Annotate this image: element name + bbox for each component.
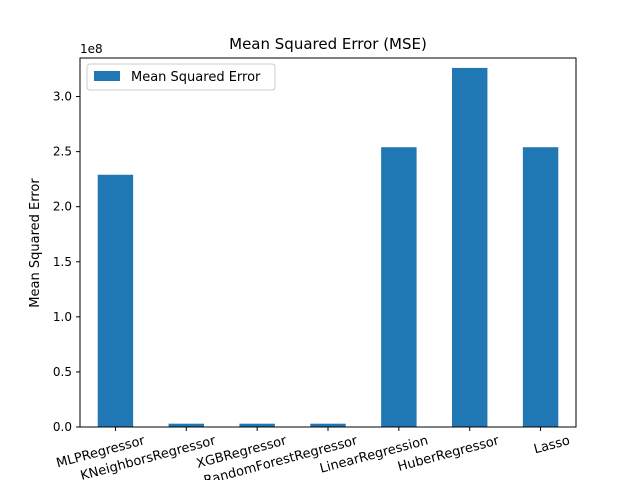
bar-linearregression — [381, 147, 417, 428]
bars-group — [97, 67, 559, 428]
y-offset-label: 1e8 — [80, 42, 103, 56]
y-tick-label: 0.0 — [53, 420, 72, 434]
legend-swatch — [94, 71, 120, 81]
y-tick-label: 0.5 — [53, 365, 72, 379]
bar-randomforestregressor — [310, 423, 346, 427]
bar-kneighborsregressor — [168, 423, 204, 427]
bar-huberregressor — [452, 67, 488, 428]
bar-lasso — [522, 147, 559, 428]
bar-mlpregressor — [97, 174, 134, 427]
plot-frame — [79, 57, 577, 428]
legend: Mean Squared Error — [86, 63, 276, 91]
y-tick-label: 1.0 — [53, 310, 72, 324]
legend-label: Mean Squared Error — [131, 70, 261, 85]
y-axis-label: Mean Squared Error — [28, 178, 43, 308]
y-tick-label: 3.0 — [53, 90, 72, 104]
chart-title: Mean Squared Error (MSE) — [229, 35, 427, 53]
x-ticks: MLPRegressorKNeighborsRegressorXGBRegres… — [55, 427, 572, 480]
y-tick-label: 2.5 — [53, 145, 72, 159]
bar-xgbregressor — [239, 423, 275, 427]
y-tick-label: 2.0 — [53, 200, 72, 214]
x-tick-label: Lasso — [532, 433, 571, 457]
y-tick-label: 1.5 — [53, 255, 72, 269]
legend-box — [86, 63, 276, 91]
y-ticks: 0.0 0.5 1.0 1.5 2.0 2.5 3.0 — [53, 90, 80, 434]
